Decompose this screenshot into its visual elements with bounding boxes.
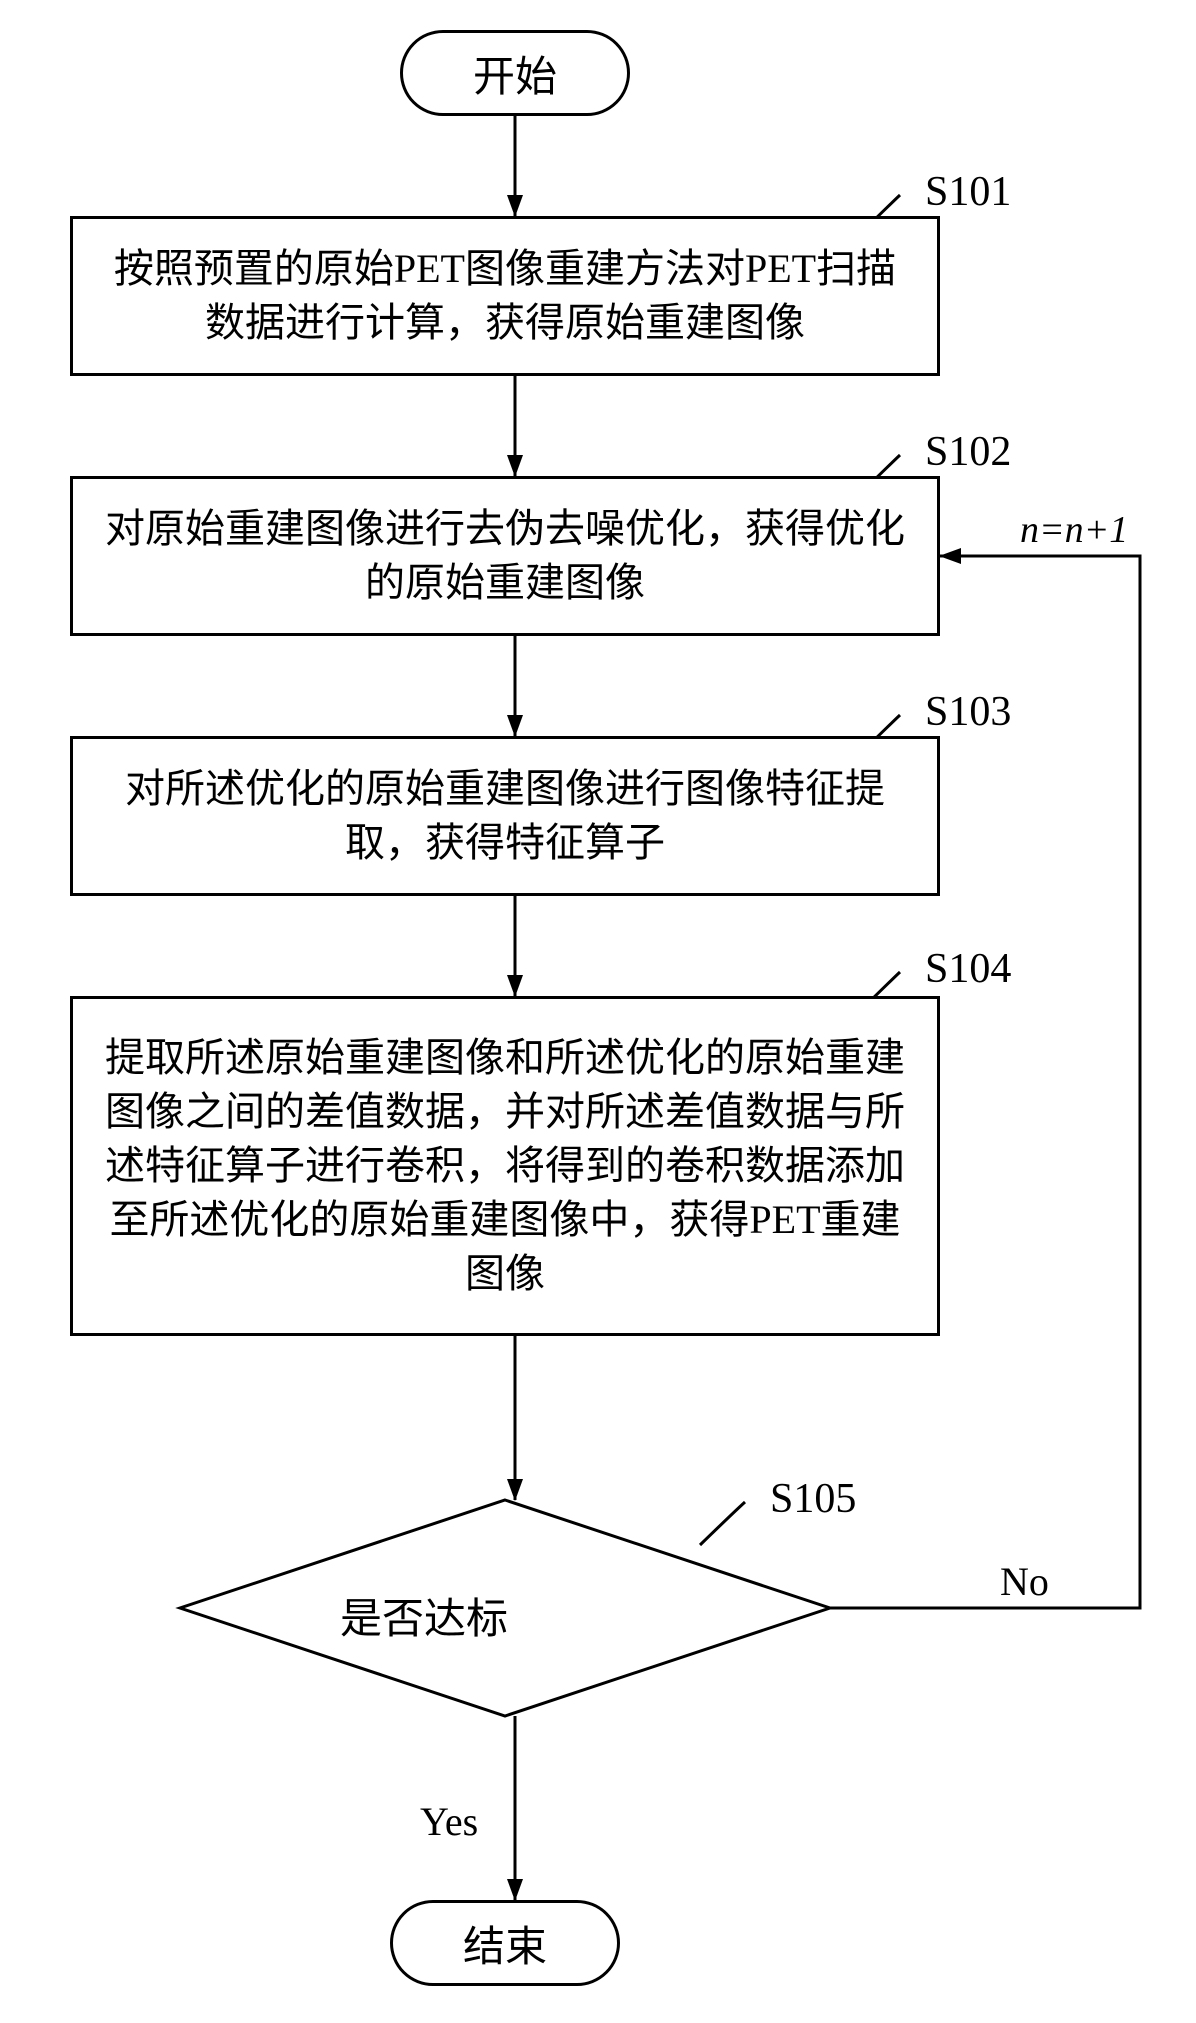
step-s102-label: S102	[925, 428, 1011, 476]
step-s103: 对所述优化的原始重建图像进行图像特征提取，获得特征算子	[70, 736, 940, 896]
end-terminal: 结束	[390, 1900, 620, 1986]
step-s104-text: 提取所述原始重建图像和所述优化的原始重建图像之间的差值数据，并对所述差值数据与所…	[97, 1031, 913, 1301]
step-s102-text: 对原始重建图像进行去伪去噪优化，获得优化的原始重建图像	[97, 502, 913, 610]
step-s103-text: 对所述优化的原始重建图像进行图像特征提取，获得特征算子	[97, 762, 913, 870]
step-s104: 提取所述原始重建图像和所述优化的原始重建图像之间的差值数据，并对所述差值数据与所…	[70, 996, 940, 1336]
step-s101: 按照预置的原始PET图像重建方法对PET扫描数据进行计算，获得原始重建图像	[70, 216, 940, 376]
step-s102: 对原始重建图像进行去伪去噪优化，获得优化的原始重建图像	[70, 476, 940, 636]
edge-no-increment-label: n=n+1	[1020, 508, 1128, 552]
end-label: 结束	[463, 1913, 547, 1974]
edge-no-label: No	[1000, 1558, 1049, 1605]
step-s101-label: S101	[925, 168, 1011, 216]
step-s104-label: S104	[925, 945, 1011, 993]
step-s105-label: S105	[770, 1475, 856, 1523]
flowchart-container: 开始 按照预置的原始PET图像重建方法对PET扫描数据进行计算，获得原始重建图像…	[0, 0, 1196, 2023]
step-s103-label: S103	[925, 688, 1011, 736]
step-s105-text: 是否达标	[340, 1585, 508, 1646]
edge-yes-label: Yes	[420, 1798, 478, 1845]
start-terminal: 开始	[400, 30, 630, 116]
start-label: 开始	[473, 43, 557, 104]
step-s101-text: 按照预置的原始PET图像重建方法对PET扫描数据进行计算，获得原始重建图像	[97, 242, 913, 350]
